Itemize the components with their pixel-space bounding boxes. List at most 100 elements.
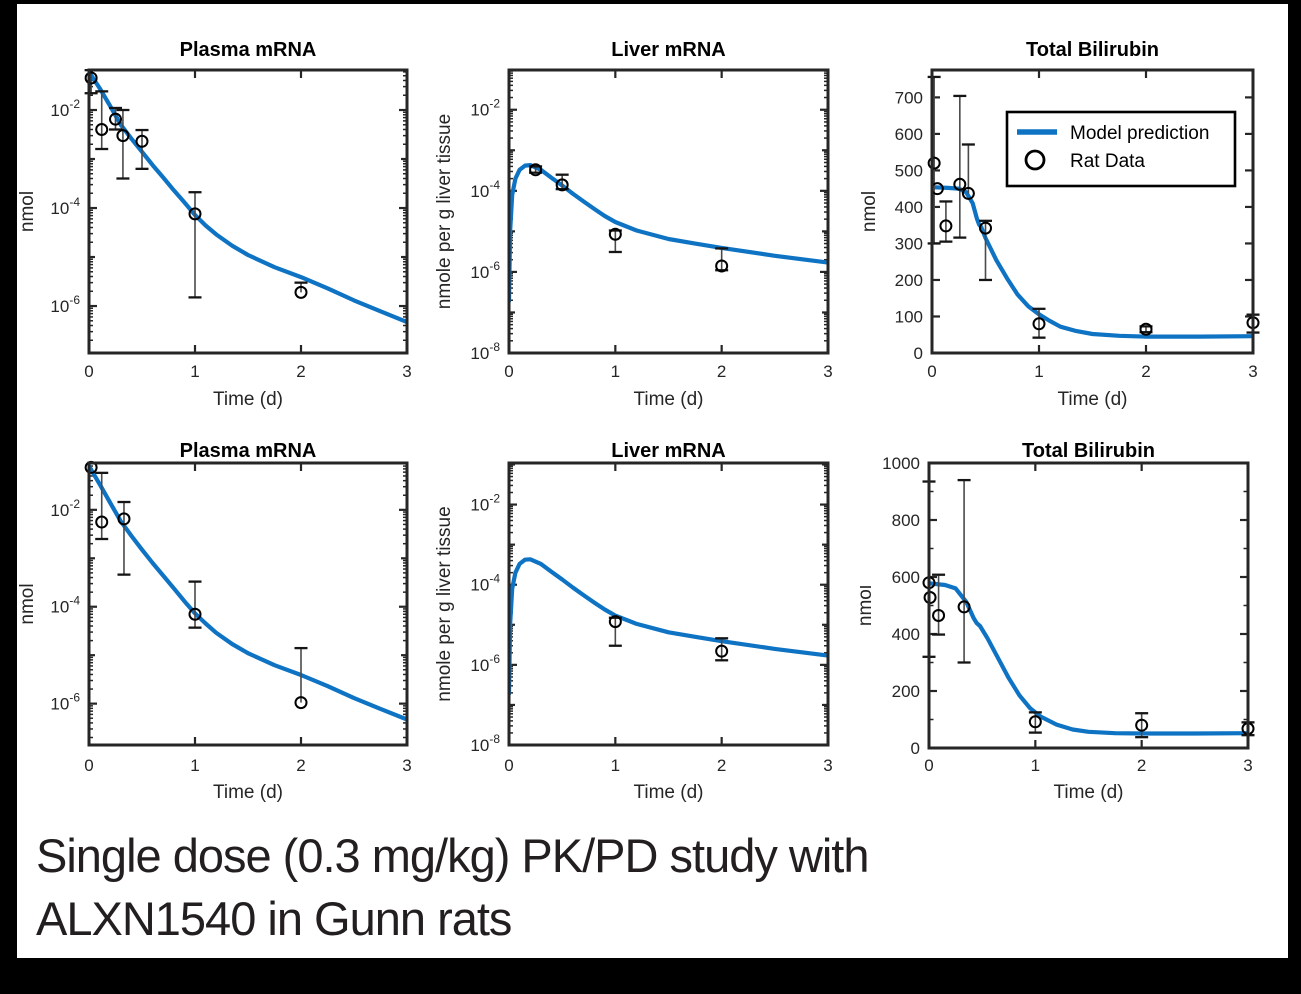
svg-text:0: 0 [504,362,513,381]
svg-text:1: 1 [190,756,199,775]
svg-text:10-2: 10-2 [50,497,80,520]
svg-text:400: 400 [892,625,920,644]
svg-text:10-4: 10-4 [50,195,80,218]
svg-text:10-2: 10-2 [470,97,500,120]
chart-title: Plasma mRNA [180,39,317,61]
svg-text:1: 1 [1034,362,1043,381]
data-point-marker [939,219,953,233]
plasma-mrna-bottom-svg: 0 1 2 3 10-6 10-4 10-2 Plasma mRNA Time (d) nmol [17,440,412,803]
y-axis-label: nmole per g liver tissue [434,506,455,701]
model-prediction-curve [508,557,829,696]
chart-plasma-mrna-row1: 0 1 2 3 10-6 10-4 10-2 Plasma mRNA Time (d) nmol [17,4,430,410]
svg-text:1: 1 [1031,756,1040,775]
rat-data-markers [84,71,308,299]
x-axis-label: Time (d) [213,782,283,803]
svg-text:2: 2 [1141,362,1150,381]
svg-text:3: 3 [1248,362,1257,381]
svg-text:10-6: 10-6 [470,259,500,282]
data-point-marker [529,163,543,177]
tick-labels: 0 1 2 3 0 100 200 300 400 500 600 700 [895,88,1258,381]
svg-text:10-6: 10-6 [50,691,80,714]
data-point-marker [109,112,122,126]
caption: Single dose (0.3 mg/kg) PK/PD study with… [36,824,1216,950]
total-bilirubin-bottom-svg: 0 1 2 3 0 200 400 600 800 1000 Total Bilirubin Time… [860,440,1255,803]
liver-mrna-bottom-svg: 0 1 2 3 10-8 10-6 10-4 10-2 Liver mRNA Time (d) nm… [434,440,833,803]
data-point-marker [555,178,569,192]
data-point-marker [1032,317,1046,331]
svg-text:200: 200 [892,682,920,701]
axis-frame [507,461,830,747]
svg-text:700: 700 [895,88,923,107]
data-point-marker [715,259,729,273]
model-prediction-curve [931,185,1254,339]
plasma-mrna-top-svg: 0 1 2 3 10-6 10-4 10-2 Plasma mRNA Time (d) nmol [17,39,412,410]
data-point-marker [95,515,109,529]
x-axis-label: Time (d) [213,389,283,410]
svg-text:10-8: 10-8 [470,732,500,755]
svg-text:0: 0 [911,739,920,758]
chart-title: Liver mRNA [611,39,725,61]
liver-mrna-top-svg: 0 1 2 3 10-8 10-6 10-4 10-2 Liver mRNA Time (d) nm… [434,39,833,410]
y-axis-label: nmol [860,191,880,232]
svg-text:3: 3 [402,756,411,775]
svg-text:10-4: 10-4 [470,178,500,201]
svg-text:3: 3 [402,362,411,381]
axis-frame [87,68,409,355]
chart-total-bilirubin-row1: 0 1 2 3 0 100 200 300 400 500 600 700 Total Bilirubi… [860,4,1288,410]
data-point-marker [135,134,149,148]
data-point-marker [979,221,992,235]
data-point-marker [116,129,130,143]
svg-text:3: 3 [823,362,832,381]
y-axis-label: nmole per g liver tissue [434,114,455,309]
svg-text:400: 400 [895,198,923,217]
x-axis-label: Time (d) [1053,782,1123,803]
svg-text:200: 200 [895,271,923,290]
y-axis-label: nmol [17,191,38,232]
svg-text:500: 500 [895,161,923,180]
svg-text:2: 2 [717,362,726,381]
axis-frame [507,68,830,355]
data-point-marker [1135,718,1149,732]
svg-text:800: 800 [892,511,920,530]
svg-text:300: 300 [895,234,923,253]
chart-liver-mrna-row1: 0 1 2 3 10-8 10-6 10-4 10-2 Liver mRNA Time (d) nm… [430,4,860,410]
svg-text:0: 0 [504,756,513,775]
svg-text:600: 600 [892,568,920,587]
legend: Model prediction Rat Data [1005,110,1237,188]
svg-text:2: 2 [296,362,305,381]
data-point-marker [961,186,975,200]
svg-text:10-4: 10-4 [50,594,80,617]
data-point-marker [1139,322,1153,336]
y-axis-label: nmol [17,583,38,624]
chart-plasma-mrna-row2: 0 1 2 3 10-6 10-4 10-2 Plasma mRNA Time (d) nmol [17,410,430,810]
data-point-marker [715,644,729,658]
data-point-marker [294,696,308,710]
svg-text:100: 100 [895,307,923,326]
data-point-marker [188,607,202,621]
tick-labels: 0 1 2 3 0 200 400 600 800 1000 [882,454,1253,775]
svg-text:10-4: 10-4 [470,572,500,595]
svg-text:1: 1 [611,756,620,775]
legend-circle-swatch [1024,149,1046,171]
svg-text:10-2: 10-2 [50,97,80,120]
svg-text:10-8: 10-8 [470,340,500,363]
chart-liver-mrna-row2: 0 1 2 3 10-8 10-6 10-4 10-2 Liver mRNA Time (d) nm… [430,410,860,810]
data-point-marker [84,71,98,85]
svg-text:1: 1 [611,362,620,381]
svg-text:10-6: 10-6 [50,293,80,316]
chart-title: Total Bilirubin [1022,440,1155,462]
svg-text:10-2: 10-2 [470,492,500,515]
chart-total-bilirubin-row2: 0 1 2 3 0 200 400 600 800 1000 Total Bilirubin Time… [860,410,1288,810]
svg-text:10-6: 10-6 [470,652,500,675]
svg-text:2: 2 [1137,756,1146,775]
svg-text:1: 1 [190,362,199,381]
model-prediction-curve [928,581,1249,736]
caption-line-2: ALXN1540 in Gunn rats [36,892,512,945]
legend-data-label: Rat Data [1070,151,1145,172]
rat-data-markers [84,460,308,710]
bottom-bar [0,958,1301,994]
svg-text:0: 0 [924,756,933,775]
svg-text:0: 0 [927,362,936,381]
svg-text:2: 2 [717,756,726,775]
